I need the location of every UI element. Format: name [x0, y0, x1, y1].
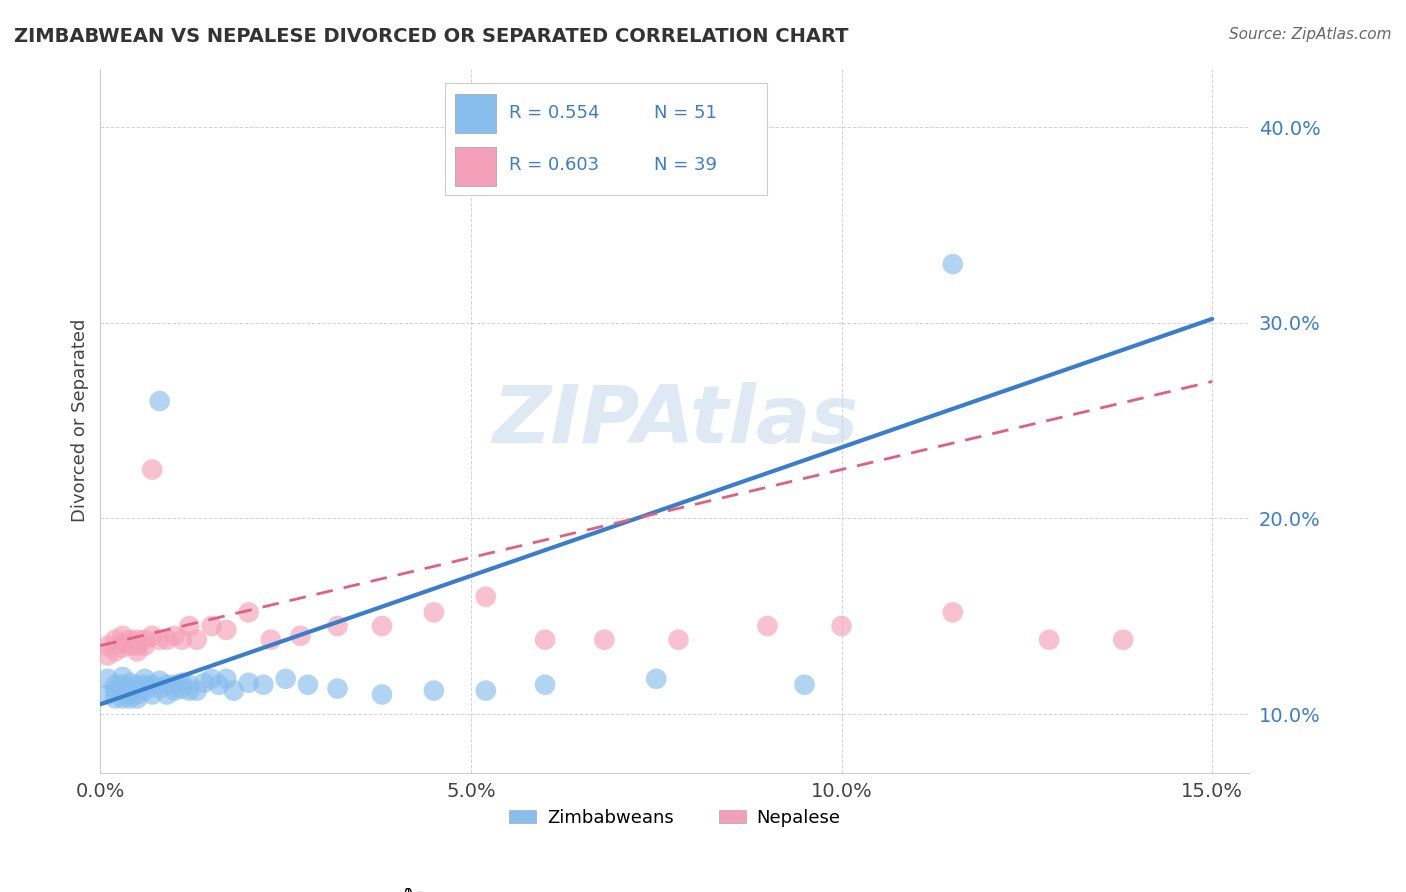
- Point: [97, 688, 120, 702]
- Point: [104, 691, 127, 706]
- Point: [97, 672, 120, 686]
- Point: [127, 678, 149, 692]
- Point: [297, 678, 319, 692]
- Point: [111, 637, 134, 651]
- Point: [423, 683, 446, 698]
- Point: [534, 678, 557, 692]
- Point: [238, 675, 260, 690]
- Point: [186, 632, 208, 647]
- Point: [127, 691, 149, 706]
- Point: [141, 678, 163, 692]
- Point: [118, 688, 141, 702]
- Point: [756, 619, 779, 633]
- Point: [111, 640, 134, 655]
- Point: [134, 678, 156, 692]
- Point: [170, 632, 193, 647]
- Point: [127, 644, 149, 658]
- Point: [326, 619, 349, 633]
- Point: [149, 673, 172, 688]
- Point: [668, 632, 690, 647]
- Legend: Zimbabweans, Nepalese: Zimbabweans, Nepalese: [502, 802, 848, 834]
- Point: [118, 691, 141, 706]
- Point: [118, 639, 141, 653]
- Point: [222, 683, 245, 698]
- Point: [104, 632, 127, 647]
- Point: [111, 629, 134, 643]
- Point: [274, 672, 297, 686]
- Point: [149, 681, 172, 696]
- Point: [208, 678, 231, 692]
- Point: [179, 678, 201, 692]
- Point: [179, 683, 201, 698]
- Point: [127, 639, 149, 653]
- Point: [141, 629, 163, 643]
- Point: [127, 632, 149, 647]
- Point: [111, 691, 134, 706]
- Point: [163, 629, 186, 643]
- Point: [111, 683, 134, 698]
- Y-axis label: Divorced or Separated: Divorced or Separated: [72, 319, 89, 523]
- Point: [534, 632, 557, 647]
- Point: [645, 672, 668, 686]
- Point: [97, 639, 120, 653]
- Point: [1038, 632, 1060, 647]
- Point: [134, 632, 156, 647]
- Point: [141, 688, 163, 702]
- Point: [290, 629, 312, 643]
- Point: [326, 681, 349, 696]
- Point: [104, 678, 127, 692]
- Point: [149, 394, 172, 409]
- Point: [371, 688, 394, 702]
- Point: [127, 683, 149, 698]
- Point: [170, 675, 193, 690]
- Point: [141, 462, 163, 476]
- Point: [111, 670, 134, 684]
- Text: ZIPAtlas: ZIPAtlas: [492, 382, 858, 459]
- Point: [238, 605, 260, 619]
- Point: [186, 683, 208, 698]
- Point: [127, 688, 149, 702]
- Point: [118, 675, 141, 690]
- Point: [97, 648, 120, 663]
- Point: [118, 681, 141, 696]
- Point: [942, 257, 965, 271]
- Point: [475, 683, 498, 698]
- Point: [149, 632, 172, 647]
- Point: [156, 632, 179, 647]
- Point: [104, 683, 127, 698]
- Point: [260, 632, 283, 647]
- Point: [156, 678, 179, 692]
- Point: [475, 590, 498, 604]
- Point: [423, 605, 446, 619]
- Point: [371, 619, 394, 633]
- Point: [831, 619, 853, 633]
- Point: [215, 623, 238, 637]
- Point: [163, 678, 186, 692]
- Point: [156, 688, 179, 702]
- Point: [134, 672, 156, 686]
- Point: [134, 639, 156, 653]
- Point: [134, 683, 156, 698]
- Point: [942, 605, 965, 619]
- Point: [1112, 632, 1135, 647]
- Point: [200, 672, 222, 686]
- Text: Source: ZipAtlas.com: Source: ZipAtlas.com: [1229, 27, 1392, 42]
- Text: ZIMBABWEAN VS NEPALESE DIVORCED OR SEPARATED CORRELATION CHART: ZIMBABWEAN VS NEPALESE DIVORCED OR SEPAR…: [14, 27, 849, 45]
- Point: [215, 672, 238, 686]
- Point: [593, 632, 616, 647]
- Point: [104, 644, 127, 658]
- Point: [163, 683, 186, 698]
- Point: [252, 678, 274, 692]
- Point: [200, 619, 222, 633]
- Point: [118, 632, 141, 647]
- Point: [793, 678, 815, 692]
- Point: [179, 619, 201, 633]
- Point: [170, 681, 193, 696]
- Point: [193, 675, 215, 690]
- Point: [111, 678, 134, 692]
